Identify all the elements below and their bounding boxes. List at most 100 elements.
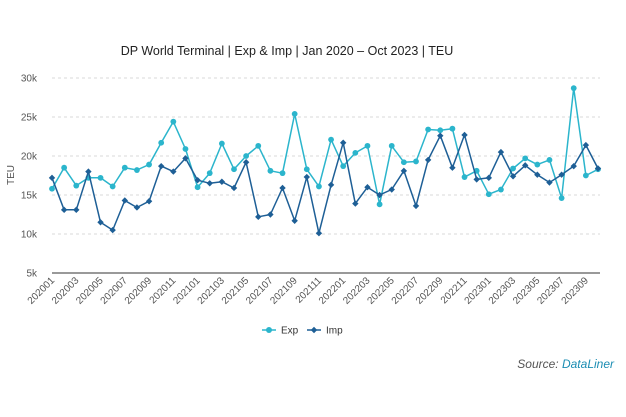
data-point-imp[interactable]	[85, 168, 92, 175]
data-point-imp[interactable]	[352, 200, 359, 207]
data-point-imp[interactable]	[315, 230, 323, 237]
data-point-exp[interactable]	[400, 159, 407, 166]
data-point-imp[interactable]	[97, 219, 104, 226]
data-point-exp[interactable]	[182, 146, 189, 152]
data-point-imp[interactable]	[194, 176, 201, 184]
data-point-exp[interactable]	[425, 126, 432, 133]
data-point-imp[interactable]	[267, 211, 274, 218]
data-point-exp[interactable]	[461, 174, 468, 180]
data-point-imp[interactable]	[255, 213, 262, 221]
data-point-imp[interactable]	[145, 198, 153, 205]
data-point-exp[interactable]	[546, 157, 553, 163]
data-point-imp[interactable]	[594, 165, 602, 172]
data-point-exp[interactable]	[510, 165, 516, 172]
y-tick-label: 10k	[21, 230, 38, 241]
data-point-imp[interactable]	[170, 168, 177, 175]
data-point-imp[interactable]	[303, 173, 310, 181]
data-point-exp[interactable]	[121, 164, 128, 171]
data-point-exp[interactable]	[364, 142, 371, 149]
data-point-exp[interactable]	[109, 183, 116, 190]
source-brand-link[interactable]: DataLiner	[561, 357, 614, 371]
data-point-exp[interactable]	[413, 158, 419, 165]
data-point-exp[interactable]	[558, 195, 565, 202]
data-point-exp[interactable]	[316, 183, 322, 190]
legend-label-imp: Imp	[326, 326, 343, 337]
data-point-imp[interactable]	[364, 184, 371, 191]
data-point-exp[interactable]	[73, 182, 80, 189]
data-point-imp[interactable]	[48, 174, 56, 182]
data-point-imp[interactable]	[158, 162, 165, 170]
data-point-exp[interactable]	[279, 170, 286, 177]
data-point-imp[interactable]	[60, 206, 68, 214]
data-point-exp[interactable]	[206, 170, 213, 177]
data-point-imp[interactable]	[558, 171, 565, 178]
data-point-exp[interactable]	[146, 161, 152, 168]
data-point-exp[interactable]	[255, 142, 262, 149]
data-point-exp[interactable]	[194, 184, 201, 191]
data-point-exp[interactable]	[97, 174, 104, 181]
data-point-imp[interactable]	[230, 184, 238, 192]
data-point-imp[interactable]	[534, 171, 541, 178]
data-point-imp[interactable]	[509, 173, 517, 180]
data-point-imp[interactable]	[218, 178, 226, 185]
data-point-imp[interactable]	[109, 226, 116, 234]
data-point-imp[interactable]	[412, 202, 420, 210]
data-point-exp[interactable]	[303, 166, 310, 173]
data-point-exp[interactable]	[352, 149, 359, 156]
data-point-imp[interactable]	[485, 174, 492, 182]
y-tick-label: 25k	[21, 113, 38, 124]
data-point-imp[interactable]	[449, 164, 456, 171]
y-tick-label: 15k	[21, 191, 38, 202]
data-point-exp[interactable]	[376, 201, 383, 208]
data-point-imp[interactable]	[182, 155, 189, 162]
data-point-imp[interactable]	[340, 139, 347, 146]
data-point-imp[interactable]	[437, 132, 444, 139]
data-point-exp[interactable]	[49, 185, 55, 192]
data-point-exp[interactable]	[522, 155, 529, 162]
data-point-imp[interactable]	[279, 184, 286, 192]
data-point-exp[interactable]	[231, 166, 237, 173]
data-point-exp[interactable]	[485, 191, 492, 198]
data-point-imp[interactable]	[546, 179, 553, 186]
data-point-exp[interactable]	[61, 164, 68, 171]
data-point-exp[interactable]	[570, 85, 577, 92]
legend[interactable]: Exp Imp	[262, 326, 343, 337]
data-point-exp[interactable]	[218, 140, 225, 147]
data-point-imp[interactable]	[473, 176, 480, 183]
data-point-imp[interactable]	[388, 186, 395, 193]
data-point-imp[interactable]	[133, 204, 141, 211]
data-point-imp[interactable]	[327, 181, 335, 189]
data-point-imp[interactable]	[121, 197, 128, 204]
legend-circle-marker	[266, 327, 272, 333]
y-tick-label: 30k	[21, 74, 38, 85]
data-point-exp[interactable]	[437, 127, 444, 134]
data-point-exp[interactable]	[328, 136, 334, 143]
legend-item-exp[interactable]: Exp	[262, 326, 299, 337]
data-point-imp[interactable]	[376, 191, 383, 199]
data-point-imp[interactable]	[424, 156, 432, 164]
data-point-exp[interactable]	[498, 186, 504, 193]
data-point-exp[interactable]	[582, 172, 589, 179]
data-point-imp[interactable]	[73, 206, 80, 214]
data-point-imp[interactable]	[291, 217, 298, 224]
data-point-exp[interactable]	[291, 110, 298, 117]
data-point-exp[interactable]	[534, 161, 541, 168]
data-point-imp[interactable]	[522, 162, 529, 169]
data-point-imp[interactable]	[570, 162, 577, 170]
data-point-imp[interactable]	[497, 148, 505, 156]
data-point-exp[interactable]	[388, 142, 395, 149]
data-point-imp[interactable]	[206, 180, 213, 187]
data-point-imp[interactable]	[400, 167, 408, 175]
data-point-exp[interactable]	[340, 163, 347, 170]
data-point-exp[interactable]	[170, 118, 177, 125]
series-line-exp	[51, 87, 599, 206]
data-point-exp[interactable]	[158, 139, 165, 146]
data-point-exp[interactable]	[449, 125, 456, 132]
data-point-imp[interactable]	[242, 159, 250, 166]
legend-item-imp[interactable]: Imp	[307, 326, 343, 337]
data-point-imp[interactable]	[582, 141, 590, 149]
data-point-exp[interactable]	[243, 153, 250, 159]
data-point-imp[interactable]	[461, 131, 468, 139]
data-point-exp[interactable]	[134, 167, 140, 173]
data-point-exp[interactable]	[267, 167, 274, 174]
